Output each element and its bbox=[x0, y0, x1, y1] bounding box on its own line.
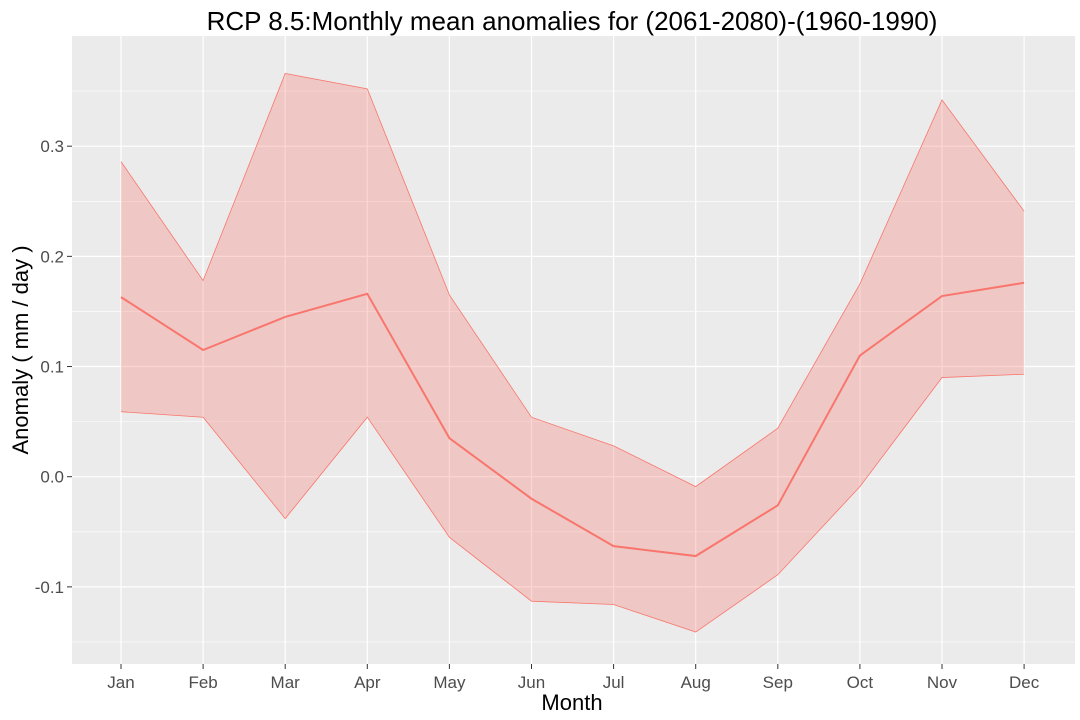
major-gridlines bbox=[72, 36, 1075, 664]
x-tick-label: Jul bbox=[603, 673, 625, 692]
ribbon-area bbox=[121, 73, 1025, 633]
ribbon-layer bbox=[120, 73, 1025, 633]
x-tick-label: May bbox=[433, 673, 466, 692]
x-tick-label: Jun bbox=[518, 673, 545, 692]
minor-gridlines bbox=[72, 90, 1075, 643]
x-tick-label: Aug bbox=[681, 673, 711, 692]
plot-panel bbox=[72, 36, 1075, 664]
y-axis: -0.1 0.0 0.1 0.2 0.3 bbox=[35, 137, 72, 597]
x-tick-label: Feb bbox=[188, 673, 217, 692]
x-tick-label: Mar bbox=[271, 673, 301, 692]
y-tick-label: 0.2 bbox=[40, 247, 64, 266]
y-tick-label: 0.1 bbox=[40, 358, 64, 377]
ribbon-upper-edge bbox=[120, 73, 1025, 488]
line-layer bbox=[120, 281, 1025, 558]
ribbon-lower-edge bbox=[120, 373, 1025, 633]
x-tick-label: Sep bbox=[763, 673, 793, 692]
x-tick-label: Jan bbox=[107, 673, 134, 692]
y-axis-title: Anomaly ( mm / day ) bbox=[8, 245, 33, 454]
x-axis: Jan Feb Mar Apr May Jun Jul Aug Sep Oct Nov Dec bbox=[107, 664, 1040, 692]
x-tick-label: Nov bbox=[927, 673, 958, 692]
mean-line bbox=[120, 281, 1025, 558]
x-axis-title: Month bbox=[541, 690, 602, 715]
x-tick-label: Oct bbox=[847, 673, 874, 692]
x-tick-label: Apr bbox=[354, 673, 381, 692]
x-tick-label: Dec bbox=[1009, 673, 1040, 692]
y-tick-label: -0.1 bbox=[35, 578, 64, 597]
y-tick-label: 0.0 bbox=[40, 468, 64, 487]
y-tick-label: 0.3 bbox=[40, 137, 64, 156]
chart-title: RCP 8.5:Monthly mean anomalies for (2061… bbox=[207, 6, 938, 36]
